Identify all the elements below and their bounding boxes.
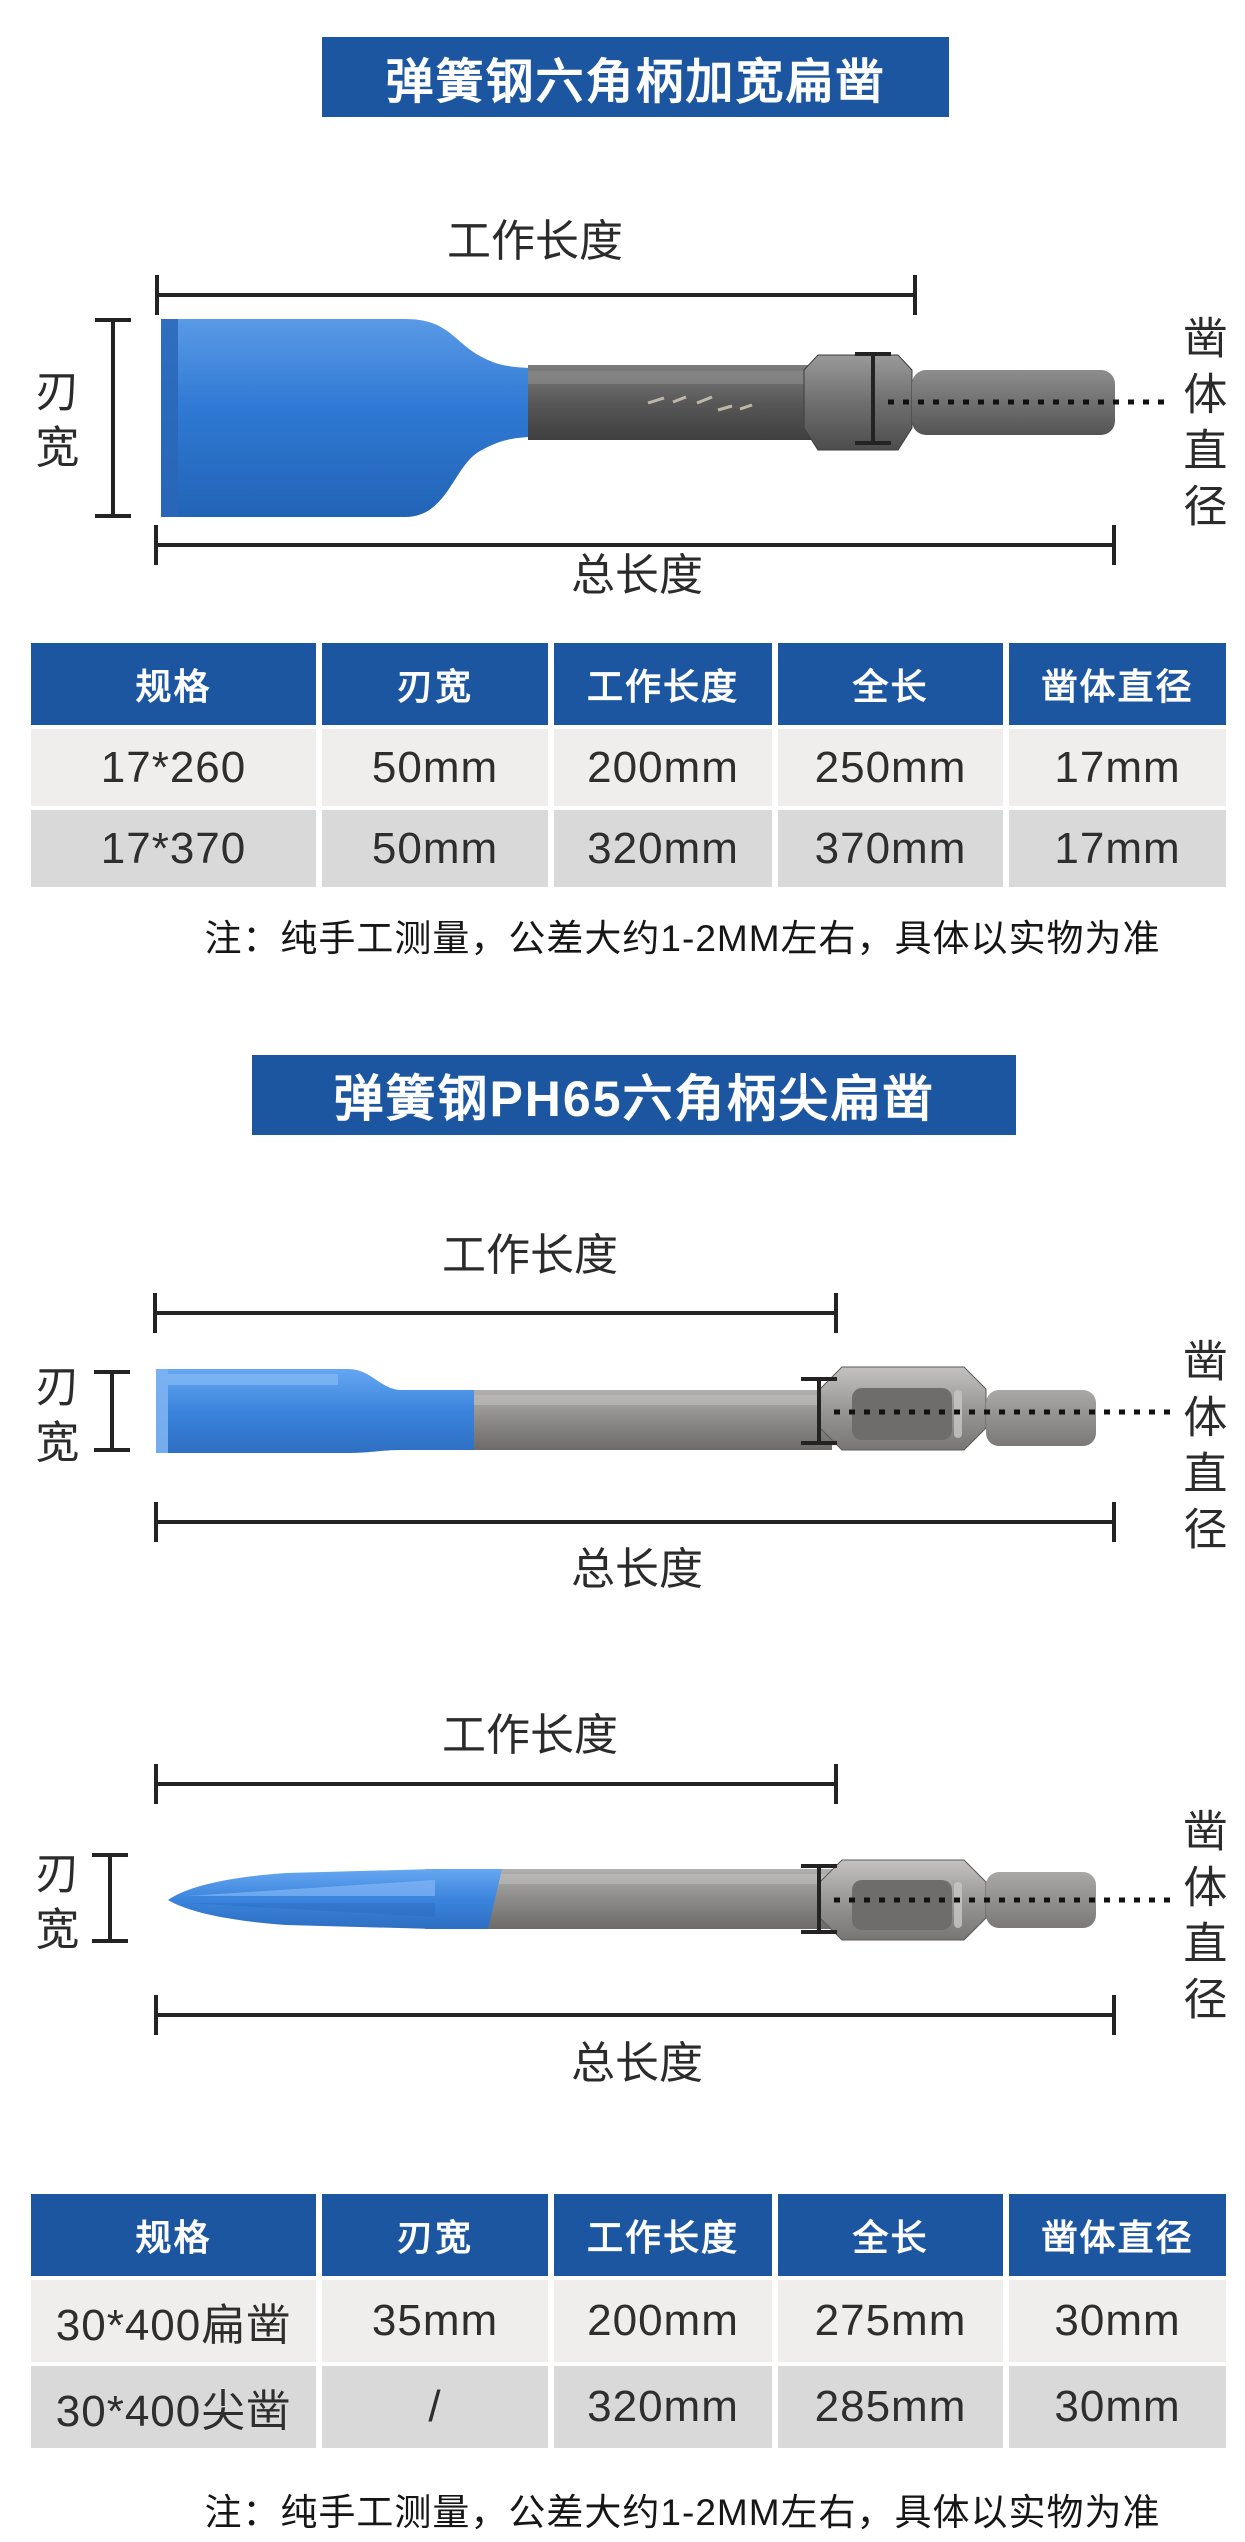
- collar-face-highlight: [954, 1882, 962, 1928]
- body-diameter-bracket: [801, 1377, 837, 1445]
- shank-tip: [986, 1390, 1096, 1446]
- table1-cell: 50mm: [322, 810, 548, 887]
- shank-engraving: [647, 395, 753, 412]
- chisel-shank: [528, 365, 840, 440]
- shank-facet-highlight: [528, 371, 840, 384]
- total-length-label: 总长度: [571, 551, 703, 600]
- measurement-note-2: 注：纯手工测量，公差大约1-2MM左右，具体以实物为准: [204, 2492, 1161, 2533]
- table2-cell: 200mm: [554, 2280, 772, 2362]
- blade-edge-facet: [161, 319, 178, 517]
- working-length-label: 工作长度: [447, 217, 623, 266]
- table2-header-spec: 规格: [31, 2194, 316, 2276]
- table1-cell: 370mm: [778, 810, 1003, 887]
- body-diameter-label: 凿体直径: [1176, 1808, 1226, 2032]
- table2-cell: 35mm: [322, 2280, 548, 2362]
- total-length-dim-line: [154, 1995, 1116, 2035]
- total-length-dim-line: [154, 525, 1116, 565]
- table1-cell: 17*260: [31, 729, 316, 806]
- total-length-dim-line: [154, 1502, 1116, 1542]
- blade-width-dim-line: [95, 318, 131, 518]
- table2-cell: 30*400尖凿: [31, 2366, 316, 2448]
- body-diameter-bracket: [801, 1864, 837, 1934]
- bar-highlight: [425, 1874, 832, 1884]
- chisel-point: [168, 1869, 435, 1929]
- table2-cell: 30mm: [1009, 2366, 1226, 2448]
- table1-header-bodydia: 凿体直径: [1009, 643, 1226, 725]
- table2-cell: 320mm: [554, 2366, 772, 2448]
- table2-cell: 285mm: [778, 2366, 1003, 2448]
- table2-cell: 275mm: [778, 2280, 1003, 2362]
- point-flute-highlight: [186, 1880, 435, 1896]
- blade-edge-facet: [156, 1369, 168, 1453]
- shank-tip: [986, 1872, 1096, 1928]
- table2-cell: 30*400扁凿: [31, 2280, 316, 2362]
- table1-header-fulllength: 全长: [778, 643, 1003, 725]
- chisel-illustration: [156, 1366, 1096, 1453]
- table2-header-worklength: 工作长度: [554, 2194, 772, 2276]
- spec-table-2: 规格 刃宽 工作长度 全长 凿体直径 30*400扁凿 35mm 200mm 2…: [31, 2194, 1226, 2448]
- hex-collar: [803, 354, 913, 451]
- point-flute-shadow: [186, 1903, 435, 1917]
- chisel-illustration: [161, 319, 1115, 517]
- chisel-blade: [161, 319, 530, 517]
- flat-chisel-diagram: [94, 1293, 1170, 1542]
- measurement-note-1: 注：纯手工测量，公差大约1-2MM左右，具体以实物为准: [204, 918, 1161, 959]
- collar-face: [852, 1388, 952, 1440]
- chisel-illustration: [168, 1859, 1096, 1941]
- body-diameter-label: 凿体直径: [1176, 315, 1226, 539]
- body-diameter-bracket: [855, 352, 891, 445]
- spec-table-1: 规格 刃宽 工作长度 全长 凿体直径 17*260 50mm 200mm 250…: [31, 643, 1226, 887]
- blade-top-highlight: [168, 1374, 338, 1385]
- total-length-label: 总长度: [571, 1545, 703, 1594]
- table1-cell: 17mm: [1009, 810, 1226, 887]
- working-length-label: 工作长度: [442, 1231, 618, 1280]
- table1-cell: 17mm: [1009, 729, 1226, 806]
- table1-cell: 50mm: [322, 729, 548, 806]
- table1-cell: 17*370: [31, 810, 316, 887]
- table2-header-bodydia: 凿体直径: [1009, 2194, 1226, 2276]
- blade-width-dim-line: [94, 1370, 130, 1452]
- working-length-dim-line: [154, 1764, 838, 1804]
- table1-header-spec: 规格: [31, 643, 316, 725]
- table1-header-worklength: 工作长度: [554, 643, 772, 725]
- section2-title-banner: 弹簧钢PH65六角柄尖扁凿: [252, 1055, 1016, 1135]
- blade-width-dim-line: [92, 1853, 128, 1943]
- chisel-blade: [156, 1369, 474, 1453]
- section1-title-banner: 弹簧钢六角柄加宽扁凿: [322, 37, 949, 117]
- bar-highlight: [398, 1395, 832, 1405]
- pointed-chisel-diagram: [92, 1764, 1170, 2035]
- working-length-dim-line: [155, 275, 917, 315]
- working-length-label: 工作长度: [442, 1711, 618, 1760]
- blade-width-label: 刃宽: [28, 368, 78, 480]
- blade-blue-section: [435, 1869, 502, 1929]
- table2-header-fulllength: 全长: [778, 2194, 1003, 2276]
- working-length-dim-line: [153, 1293, 838, 1333]
- wide-flat-chisel-diagram: [95, 275, 1170, 565]
- table1-cell: 320mm: [554, 810, 772, 887]
- collar-face: [852, 1880, 952, 1930]
- table1-header-bladewidth: 刃宽: [322, 643, 548, 725]
- body-diameter-label: 凿体直径: [1176, 1338, 1226, 1562]
- blade-width-label: 刃宽: [28, 1850, 78, 1962]
- table1-cell: 200mm: [554, 729, 772, 806]
- table2-cell: /: [322, 2366, 548, 2448]
- table2-header-bladewidth: 刃宽: [322, 2194, 548, 2276]
- table1-cell: 250mm: [778, 729, 1003, 806]
- table2-cell: 30mm: [1009, 2280, 1226, 2362]
- total-length-label: 总长度: [571, 2039, 703, 2088]
- blade-width-label: 刃宽: [28, 1363, 78, 1475]
